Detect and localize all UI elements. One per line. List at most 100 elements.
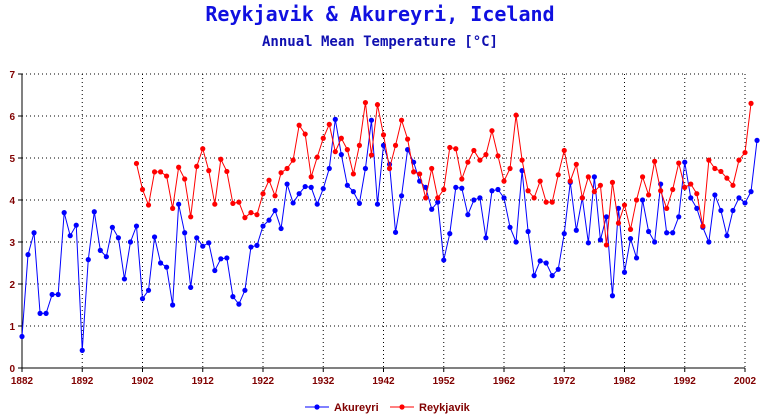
y-tick-label: 6 — [9, 112, 15, 123]
data-point-reykjavik — [290, 157, 296, 163]
data-point-reykjavik — [278, 170, 284, 176]
data-point-akureyri — [79, 347, 85, 353]
data-point-reykjavik — [344, 147, 350, 153]
data-point-akureyri — [398, 193, 405, 199]
legend: Akureyri Reykjavik — [305, 402, 471, 414]
data-point-reykjavik — [254, 212, 260, 218]
data-point-akureyri — [55, 291, 61, 298]
legend-marker-akureyri — [314, 404, 320, 410]
data-point-akureyri — [25, 252, 31, 258]
data-point-akureyri — [85, 257, 91, 263]
data-point-akureyri — [537, 258, 543, 264]
data-point-reykjavik — [736, 157, 742, 163]
data-point-akureyri — [495, 186, 501, 193]
chart-title: Reykjavik & Akureyri, Iceland — [205, 2, 555, 26]
data-point-akureyri — [206, 240, 212, 246]
data-point-akureyri — [374, 201, 381, 207]
data-point-akureyri — [139, 296, 146, 302]
data-point-akureyri — [212, 267, 218, 274]
data-point-reykjavik — [447, 144, 453, 151]
data-point-reykjavik — [531, 195, 537, 201]
data-point-reykjavik — [272, 193, 278, 199]
data-point-akureyri — [615, 205, 622, 211]
data-point-akureyri — [573, 227, 579, 233]
data-point-reykjavik — [742, 149, 748, 156]
data-point-akureyri — [682, 159, 688, 165]
data-point-akureyri — [344, 182, 350, 188]
x-tick-label: 1942 — [372, 376, 395, 387]
data-point-reykjavik — [712, 165, 718, 172]
data-point-akureyri — [296, 191, 302, 197]
y-tick-label: 1 — [9, 322, 15, 333]
data-point-reykjavik — [405, 136, 411, 142]
data-point-akureyri — [356, 200, 362, 206]
data-point-reykjavik — [573, 161, 579, 167]
data-point-akureyri — [561, 231, 567, 237]
y-tick-label: 3 — [9, 238, 15, 249]
data-point-reykjavik — [338, 135, 344, 141]
data-point-reykjavik — [664, 205, 670, 211]
data-point-reykjavik — [188, 214, 194, 220]
data-point-akureyri — [664, 230, 670, 236]
data-point-akureyri — [525, 228, 531, 235]
data-point-reykjavik — [670, 186, 676, 193]
data-point-reykjavik — [694, 191, 700, 197]
y-tick-label: 2 — [9, 280, 15, 291]
data-point-akureyri — [242, 287, 248, 293]
data-point-reykjavik — [633, 197, 640, 203]
data-point-reykjavik — [465, 159, 471, 165]
data-point-reykjavik — [718, 168, 724, 175]
data-point-akureyri — [429, 206, 435, 212]
data-point-reykjavik — [748, 100, 754, 106]
data-point-akureyri — [513, 239, 519, 245]
data-point-akureyri — [501, 195, 507, 201]
data-point-akureyri — [67, 233, 73, 239]
data-point-akureyri — [121, 276, 128, 282]
data-point-reykjavik — [212, 201, 218, 207]
data-point-reykjavik — [652, 158, 658, 164]
x-tick-label: 1992 — [674, 376, 697, 387]
data-point-reykjavik — [417, 171, 423, 177]
data-point-akureyri — [507, 224, 513, 230]
data-point-akureyri — [742, 200, 748, 206]
data-point-akureyri — [736, 195, 742, 201]
data-point-reykjavik — [302, 131, 308, 137]
data-point-reykjavik — [151, 169, 158, 175]
data-point-reykjavik — [579, 195, 585, 201]
data-point-akureyri — [97, 247, 103, 253]
data-point-akureyri — [91, 209, 97, 215]
data-point-akureyri — [670, 230, 676, 236]
data-point-akureyri — [392, 229, 399, 235]
data-point-reykjavik — [519, 157, 525, 163]
data-point-reykjavik — [441, 186, 447, 193]
data-point-reykjavik — [139, 186, 146, 193]
x-tick-labels: 1882 1892 1902 1912 1922 1932 1942 1952 1962 1972… — [11, 376, 757, 387]
data-point-reykjavik — [627, 226, 634, 232]
data-point-akureyri — [718, 207, 724, 214]
x-tick-label: 1932 — [312, 376, 335, 387]
data-point-reykjavik — [706, 157, 712, 163]
legend-label-akureyri: Akureyri — [334, 402, 379, 414]
data-point-reykjavik — [597, 182, 604, 188]
chart-subtitle: Annual Mean Temperature [°C] — [261, 34, 498, 50]
data-point-akureyri — [621, 269, 628, 275]
data-point-akureyri — [724, 233, 730, 239]
data-point-reykjavik — [368, 152, 375, 158]
data-point-akureyri — [585, 240, 591, 246]
data-point-reykjavik — [362, 99, 369, 106]
data-point-akureyri — [73, 222, 79, 228]
x-tick-label: 1912 — [192, 376, 215, 387]
x-tick-label: 1922 — [252, 376, 275, 387]
data-point-reykjavik — [507, 165, 513, 172]
data-point-reykjavik — [501, 178, 507, 184]
data-point-akureyri — [676, 214, 682, 220]
data-point-akureyri — [543, 260, 549, 266]
data-point-reykjavik — [350, 171, 356, 177]
data-point-akureyri — [157, 260, 164, 266]
grid-lines — [22, 73, 746, 368]
data-point-akureyri — [278, 225, 284, 232]
data-point-akureyri — [465, 212, 471, 218]
data-point-akureyri — [338, 152, 344, 158]
data-point-akureyri — [218, 256, 224, 262]
